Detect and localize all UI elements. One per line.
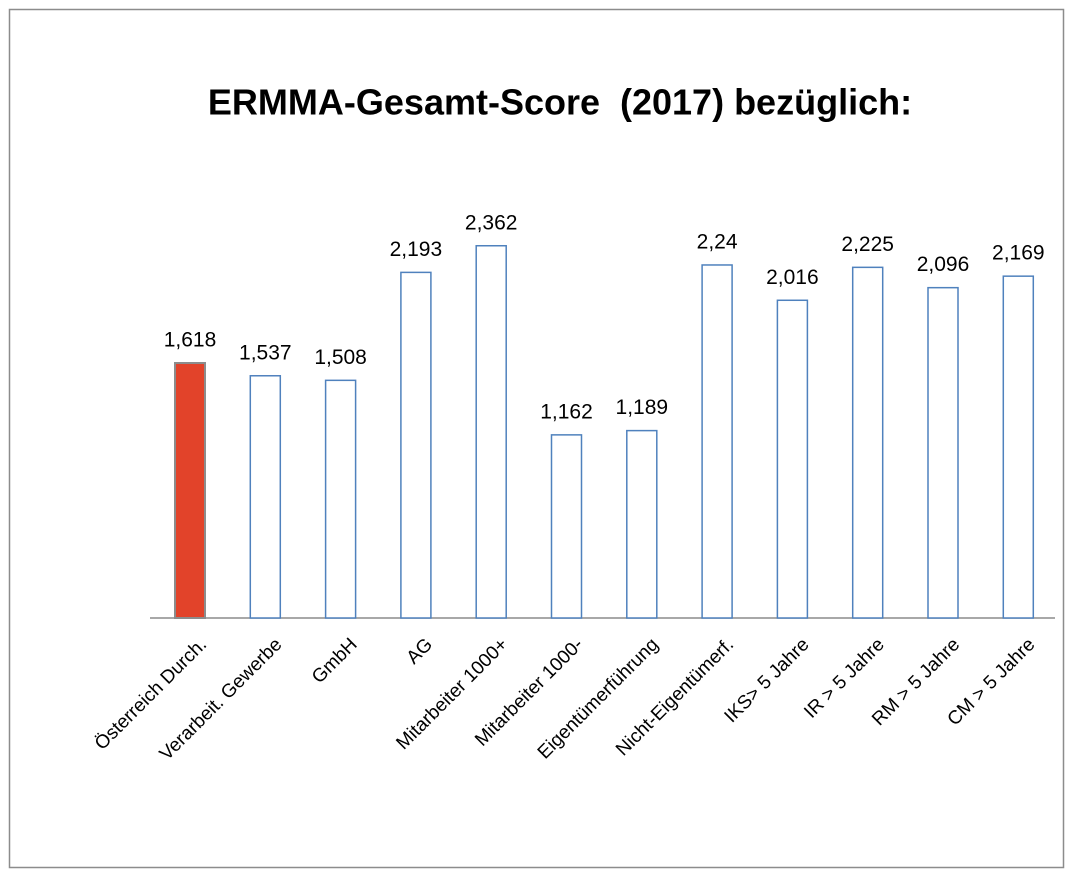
value-label: 1,537 [239, 341, 292, 364]
value-label: 1,162 [540, 400, 593, 423]
bar [626, 429, 658, 619]
bar [1002, 275, 1035, 619]
bar [927, 286, 959, 619]
value-label: 2,24 [697, 231, 738, 254]
bar [324, 379, 357, 619]
bar [400, 271, 432, 619]
bar [701, 264, 733, 619]
bar [475, 244, 507, 619]
value-label: 2,096 [917, 253, 970, 276]
value-label: 1,189 [616, 396, 669, 419]
value-label: 2,169 [992, 242, 1045, 265]
value-label: 2,016 [766, 266, 819, 289]
value-label: 1,618 [164, 329, 217, 352]
value-label: 2,225 [841, 233, 894, 256]
bar [851, 266, 884, 619]
bar [776, 299, 809, 619]
bar [249, 375, 282, 619]
value-label: 1,508 [314, 346, 367, 369]
bar [174, 362, 206, 619]
value-label: 2,362 [465, 211, 518, 234]
bar [550, 434, 583, 619]
chart-title: ERMMA-Gesamt-Score (2017) bezüglich: [208, 82, 912, 123]
value-label: 2,193 [390, 238, 443, 261]
